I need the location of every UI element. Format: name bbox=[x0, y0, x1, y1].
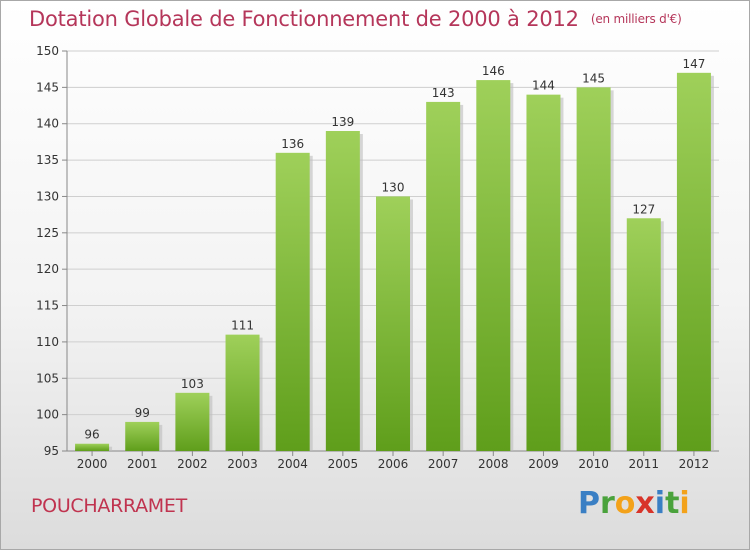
data-labels: 96 99 103 111 136 139 130 143 146 144 145 127 147 bbox=[84, 57, 705, 442]
data-label: 145 bbox=[582, 71, 605, 85]
data-label: 130 bbox=[382, 180, 405, 194]
bar-2011 bbox=[626, 218, 661, 451]
y-tick-label: 110 bbox=[36, 335, 59, 349]
logo-letter: i bbox=[679, 486, 690, 521]
x-tick-label: 2008 bbox=[478, 457, 509, 471]
bar-2002 bbox=[175, 392, 210, 451]
logo-letter: P bbox=[578, 486, 600, 521]
y-tick-label: 150 bbox=[36, 44, 59, 58]
chart-subtitle: (en milliers d'€) bbox=[590, 12, 682, 26]
logo-letter: r bbox=[600, 486, 615, 521]
y-tick-label: 130 bbox=[36, 189, 59, 203]
bar-2008 bbox=[476, 80, 511, 451]
bars bbox=[75, 72, 714, 452]
data-label: 147 bbox=[682, 57, 705, 71]
y-tick-label: 125 bbox=[36, 226, 59, 240]
y-tick-label: 115 bbox=[36, 299, 59, 313]
y-tick-label: 135 bbox=[36, 153, 59, 167]
y-tick-label: 140 bbox=[36, 117, 59, 131]
proxiti-logo: Proxiti bbox=[578, 486, 690, 521]
bar-2012 bbox=[676, 72, 711, 452]
bar-2006 bbox=[376, 196, 410, 451]
x-tick-label: 2012 bbox=[679, 457, 710, 471]
bar-2009 bbox=[526, 94, 561, 452]
x-tick-label: 2003 bbox=[227, 457, 258, 471]
bar-2004 bbox=[275, 152, 310, 451]
bar-2007 bbox=[426, 101, 461, 451]
x-tick-label: 2011 bbox=[628, 457, 659, 471]
bar-2005 bbox=[325, 131, 360, 451]
y-tick-label: 120 bbox=[36, 262, 59, 276]
logo-letter: t bbox=[665, 486, 680, 521]
data-label: 144 bbox=[532, 79, 555, 93]
logo-letter: o bbox=[614, 486, 636, 521]
y-tick-label: 145 bbox=[36, 80, 59, 94]
data-label: 143 bbox=[432, 86, 455, 100]
data-label: 111 bbox=[231, 319, 254, 333]
chart-title: Dotation Globale de Fonctionnement de 20… bbox=[29, 7, 682, 31]
x-tick-label: 2007 bbox=[428, 457, 459, 471]
data-label: 99 bbox=[135, 406, 150, 420]
commune-name: POUCHARRAMET bbox=[31, 495, 187, 517]
x-tick-label: 2010 bbox=[578, 457, 609, 471]
bar-2010 bbox=[576, 87, 611, 451]
x-axis-ticks: 2000 2001 2002 2003 2004 2005 2006 2007 2008 2009… bbox=[77, 451, 709, 471]
data-label: 103 bbox=[181, 377, 204, 391]
x-tick-label: 2002 bbox=[177, 457, 208, 471]
logo-letter: i bbox=[654, 486, 666, 521]
x-tick-label: 2000 bbox=[77, 457, 108, 471]
x-tick-label: 2006 bbox=[378, 457, 409, 471]
data-label: 146 bbox=[482, 64, 505, 78]
x-tick-label: 2001 bbox=[127, 457, 158, 471]
bar-2003 bbox=[225, 334, 260, 451]
bar-2001 bbox=[125, 421, 160, 451]
bar-2000 bbox=[75, 443, 110, 451]
data-label: 96 bbox=[84, 428, 99, 442]
y-tick-label: 105 bbox=[36, 371, 59, 385]
title-text: Dotation Globale de Fonctionnement de 20… bbox=[29, 7, 579, 31]
data-label: 139 bbox=[331, 115, 354, 129]
x-tick-label: 2004 bbox=[277, 457, 308, 471]
x-tick-label: 2005 bbox=[328, 457, 359, 471]
y-tick-label: 100 bbox=[36, 408, 59, 422]
data-label: 127 bbox=[632, 202, 655, 216]
logo-letter: x bbox=[635, 486, 655, 521]
data-label: 136 bbox=[281, 137, 304, 151]
y-tick-label: 95 bbox=[44, 444, 59, 458]
x-tick-label: 2009 bbox=[528, 457, 559, 471]
